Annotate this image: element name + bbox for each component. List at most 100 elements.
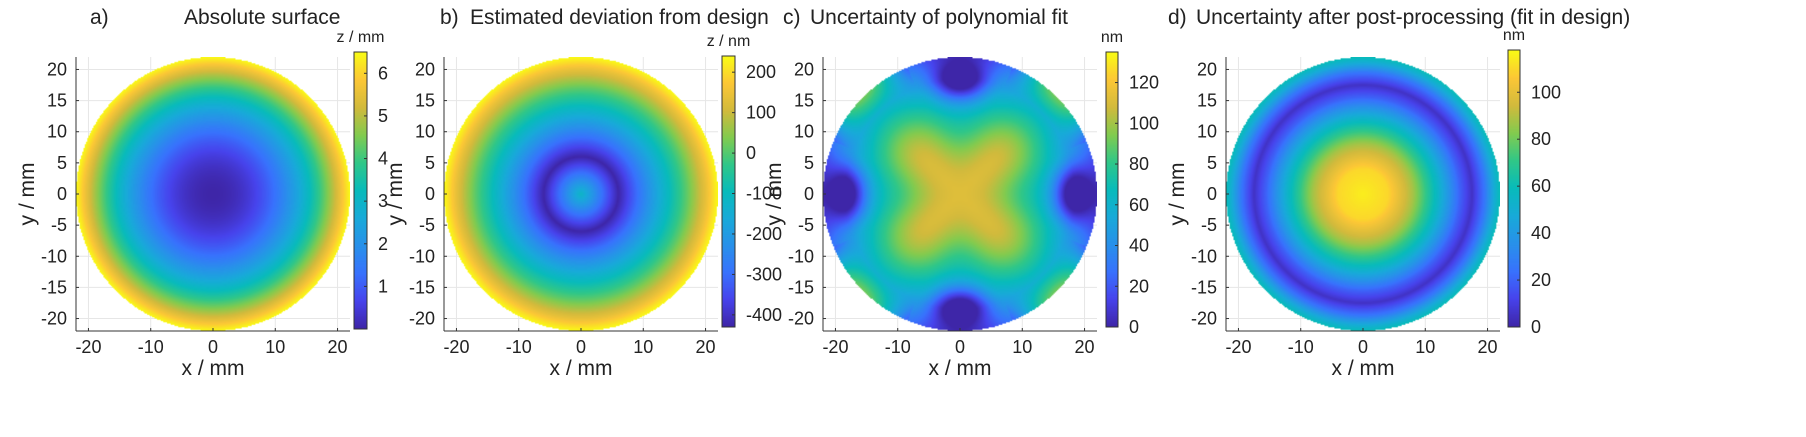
x-tick-label: -20 [443, 337, 469, 357]
panel-label: c) [783, 6, 801, 29]
colorbar-tick-label: 100 [1531, 82, 1561, 102]
y-tick-label: 20 [1197, 59, 1217, 79]
y-tick-label: -10 [41, 246, 67, 266]
y-tick-label: 5 [804, 153, 814, 173]
colorbar-tick-label: 80 [1531, 129, 1551, 149]
panel-label: a) [90, 6, 109, 29]
colorbar-tick-label: 80 [1129, 154, 1149, 174]
y-tick-label: 0 [804, 184, 814, 204]
y-tick-label: -5 [419, 215, 435, 235]
y-tick-label: 10 [1197, 122, 1217, 142]
colorbar-frame [353, 51, 368, 330]
y-axis-label: y / mm [1166, 163, 1189, 226]
panel-label: d) [1168, 6, 1187, 29]
x-tick-label: 20 [1478, 337, 1498, 357]
y-tick-label: 10 [794, 122, 814, 142]
colorbar-tick-label: 20 [1129, 276, 1149, 296]
colorbar-tick-label: 3 [378, 191, 388, 211]
colorbar-gradient [1106, 52, 1118, 327]
y-tick-label: -20 [788, 309, 814, 329]
y-tick-label: 0 [425, 184, 435, 204]
colorbar-tick-label: 200 [746, 62, 776, 82]
y-tick-label: 15 [415, 91, 435, 111]
y-tick-label: 10 [415, 122, 435, 142]
colorbar-gradient [1508, 50, 1520, 327]
y-tick-label: -20 [1191, 309, 1217, 329]
colorbar-tick-label: -200 [746, 224, 782, 244]
y-tick-label: -20 [409, 309, 435, 329]
x-tick-label: 20 [696, 337, 716, 357]
y-tick-label: -15 [409, 277, 435, 297]
y-tick-label: 20 [47, 59, 67, 79]
colorbar-tick-label: 100 [1129, 113, 1159, 133]
x-tick-label: 10 [1012, 337, 1032, 357]
colorbar-tick-label: -300 [746, 264, 782, 284]
y-tick-label: -15 [1191, 277, 1217, 297]
x-axis-label: x / mm [182, 357, 245, 380]
x-tick-label: 20 [328, 337, 348, 357]
y-tick-label: -5 [798, 215, 814, 235]
y-tick-label: -10 [1191, 246, 1217, 266]
colorbar-tick-label: -400 [746, 305, 782, 325]
panel-label: b) [440, 6, 459, 29]
y-tick-label: 20 [415, 59, 435, 79]
colorbar-frame [1507, 49, 1521, 328]
y-tick-label: 10 [47, 122, 67, 142]
colorbar-gradient [722, 56, 735, 327]
y-axis-label: y / mm [763, 163, 786, 226]
y-tick-label: -10 [788, 246, 814, 266]
panel-d: -20 -10 0 10 20 -20 -15 -10 -5 0 5 10 15 20 x / mm y / … [1166, 6, 1630, 380]
y-tick-label: 5 [1207, 153, 1217, 173]
colorbar-label: nm [1101, 29, 1123, 46]
x-tick-label: -10 [138, 337, 164, 357]
x-tick-label: 20 [1075, 337, 1095, 357]
panel-title: Uncertainty of polynomial fit [810, 6, 1068, 29]
colorbar-gradient [354, 52, 367, 329]
x-tick-label: 0 [208, 337, 218, 357]
colorbar-tick-label: 60 [1531, 176, 1551, 196]
colorbar-tick-label: 120 [1129, 73, 1159, 93]
y-tick-label: -5 [51, 215, 67, 235]
colorbar-tick-label: 60 [1129, 195, 1149, 215]
heatmap-image [444, 57, 718, 331]
heatmap-image [1226, 57, 1500, 331]
y-tick-label: 15 [47, 91, 67, 111]
x-tick-label: 10 [1415, 337, 1435, 357]
x-tick-label: -20 [1225, 337, 1251, 357]
colorbar-frame [721, 55, 736, 328]
y-tick-label: 20 [794, 59, 814, 79]
x-axis-label: x / mm [1332, 357, 1395, 380]
panel-title: Absolute surface [184, 6, 340, 29]
x-tick-label: 10 [633, 337, 653, 357]
x-axis-label: x / mm [929, 357, 992, 380]
colorbar-tick-label: 6 [378, 63, 388, 83]
x-tick-label: -20 [822, 337, 848, 357]
colorbar-tick-label: 2 [378, 234, 388, 254]
x-tick-label: -20 [75, 337, 101, 357]
y-tick-label: -20 [41, 309, 67, 329]
panel-title: Uncertainty after post-processing (fit i… [1196, 6, 1630, 29]
colorbar-tick-label: 1 [378, 276, 388, 296]
colorbar-tick-label: 0 [746, 143, 756, 163]
y-tick-label: 15 [794, 91, 814, 111]
colorbar-tick-label: 40 [1129, 236, 1149, 256]
heatmap-image [823, 57, 1097, 331]
y-tick-label: 0 [1207, 184, 1217, 204]
x-tick-label: 10 [265, 337, 285, 357]
y-tick-label: -15 [788, 277, 814, 297]
panel-title: Estimated deviation from design [470, 6, 769, 29]
colorbar-tick-label: -100 [746, 184, 782, 204]
y-tick-label: 5 [57, 153, 67, 173]
panel-c: -20 -10 0 10 20 -20 -15 -10 -5 0 5 10 15 20 x / mm y / … [763, 6, 1159, 380]
colorbar-tick-label: 0 [1531, 317, 1541, 337]
y-tick-label: -15 [41, 277, 67, 297]
colorbar-tick-label: 20 [1531, 270, 1551, 290]
x-tick-label: 0 [1358, 337, 1368, 357]
x-tick-label: -10 [506, 337, 532, 357]
y-tick-label: 15 [1197, 91, 1217, 111]
x-tick-label: 0 [576, 337, 586, 357]
x-tick-label: 0 [955, 337, 965, 357]
